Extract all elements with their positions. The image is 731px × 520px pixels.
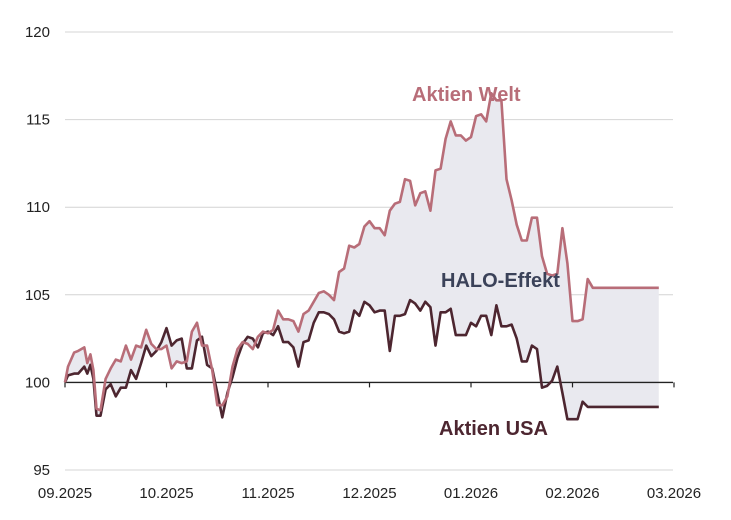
gridlines bbox=[65, 31, 673, 471]
annotation-halo-effekt: HALO-Effekt bbox=[441, 270, 560, 292]
annotation-aktien-usa: Aktien USA bbox=[439, 418, 548, 440]
halo-effekt-area bbox=[65, 93, 659, 420]
x-axis bbox=[64, 381, 675, 388]
y-tick-label: 115 bbox=[26, 112, 50, 129]
series-line-aktien-usa bbox=[63, 298, 659, 421]
y-tick-label: 105 bbox=[25, 287, 50, 304]
y-tick-label: 120 bbox=[25, 24, 50, 41]
x-tick-label: 02.2026 bbox=[545, 485, 599, 502]
series-line-aktien-welt bbox=[63, 92, 659, 412]
x-tick-label: 10.2025 bbox=[139, 485, 193, 502]
x-tick-label: 09.2025 bbox=[38, 485, 92, 502]
y-tick-labels: 95 100 105 110 115 120 bbox=[25, 24, 50, 479]
x-tick-label: 12.2025 bbox=[342, 485, 396, 502]
x-tick-label: 01.2026 bbox=[444, 485, 498, 502]
annotation-aktien-welt: Aktien Welt bbox=[412, 84, 521, 106]
x-tick-labels: 09.2025 10.2025 11.2025 12.2025 01.2026 02.20… bbox=[38, 485, 701, 502]
y-tick-label: 95 bbox=[33, 462, 50, 479]
y-tick-label: 100 bbox=[25, 374, 50, 391]
x-tick-label: 03.2026 bbox=[647, 485, 701, 502]
y-tick-label: 110 bbox=[26, 199, 50, 216]
x-tick-label: 11.2025 bbox=[241, 485, 294, 502]
